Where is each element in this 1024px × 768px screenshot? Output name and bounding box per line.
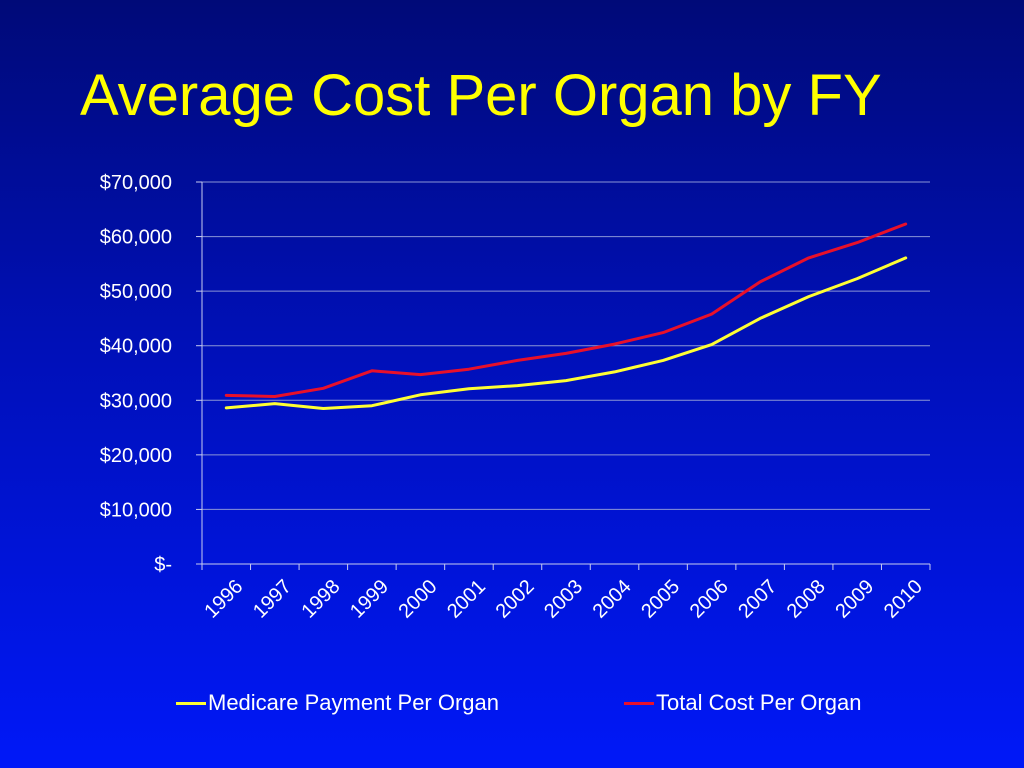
x-tick-label: 2005 [637, 576, 684, 623]
legend: Medicare Payment Per Organ Total Cost Pe… [0, 690, 1024, 720]
x-tick-label: 2006 [686, 576, 733, 623]
x-tick-label: 2001 [443, 576, 490, 623]
gridlines [202, 181, 930, 510]
series-line-0 [224, 256, 908, 410]
x-tick-label: 1996 [200, 576, 247, 623]
legend-item-medicare: Medicare Payment Per Organ [176, 690, 499, 716]
legend-swatch-total [624, 701, 654, 705]
x-tick-label: 2002 [492, 576, 539, 623]
x-tick-label: 2010 [880, 576, 927, 623]
series-line-1 [224, 222, 908, 398]
x-tick-label: 2007 [734, 576, 781, 623]
y-tick-label: $50,000 [100, 281, 172, 303]
y-tick-label: $10,000 [100, 499, 172, 521]
y-tick-label: $20,000 [100, 445, 172, 467]
legend-label-medicare: Medicare Payment Per Organ [208, 690, 500, 715]
x-tick-label: 1999 [346, 576, 393, 623]
y-tick-label: $40,000 [100, 336, 172, 358]
y-tick-label: $- [154, 554, 172, 576]
legend-swatch-medicare [176, 701, 206, 705]
chart-title: Average Cost Per Organ by FY [80, 63, 882, 128]
y-tick-label: $60,000 [100, 227, 172, 249]
x-tick-label: 2009 [831, 576, 878, 623]
x-tick-label: 2004 [589, 576, 636, 623]
y-tick-label: $30,000 [100, 390, 172, 412]
y-tick-label: $70,000 [100, 172, 172, 194]
x-tick-label: 1997 [249, 576, 296, 623]
x-tick-label: 2003 [540, 576, 587, 623]
legend-item-total: Total Cost Per Organ [624, 690, 861, 716]
x-tick-label: 2008 [783, 576, 830, 623]
axes [196, 181, 931, 570]
x-tick-label: 1998 [297, 576, 344, 623]
y-tick-labels: $- $10,000 $20,000 $30,000 $40,000 $50,000 $60… [100, 172, 172, 576]
legend-label-total: Total Cost Per Organ [656, 690, 862, 715]
series-lines [224, 222, 908, 410]
x-tick-labels: 1996 1997 1998 1999 2000 2001 2002 2003 2004 2005… [200, 576, 926, 623]
x-tick-label: 2000 [395, 576, 442, 623]
